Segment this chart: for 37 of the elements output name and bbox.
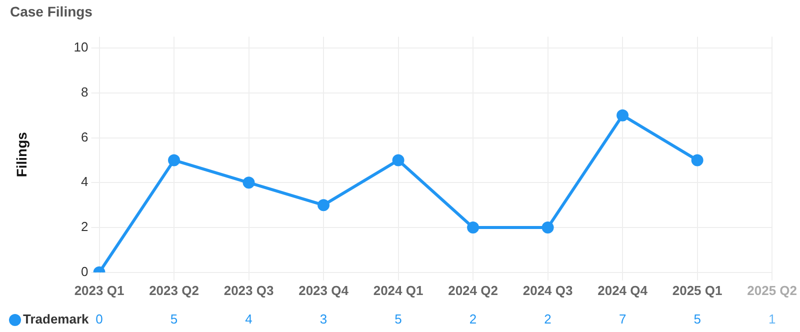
data-label: 2 [469,312,477,327]
x-tick-label: 2023 Q1 [74,282,124,298]
text: 1 [768,312,776,327]
y-tick-label: 8 [81,84,88,100]
data-label: 4 [245,312,252,327]
x-tick-label: 2024 Q4 [598,282,648,298]
data-label: 3 [320,312,328,327]
y-tick-label: 6 [81,129,88,144]
legend-label: Trademark [23,312,90,327]
y-tick-label: 2 [81,219,88,234]
y-tick-label: 0 [81,264,88,279]
y-tick-label: 10 [74,40,88,55]
point [616,109,629,122]
point [168,154,180,166]
x-tick-label: 2025 Q2 [747,282,797,298]
x-tick-label: 2024 Q2 [448,282,498,298]
point [691,154,704,166]
data-label: 5 [694,312,701,327]
data-label: 5 [394,312,402,327]
y-axis-title: Filings [13,132,30,178]
data-label: 2 [544,312,552,327]
x-tick-label: 2023 Q3 [224,282,274,298]
x-tick-label: 2024 Q3 [522,282,573,298]
x-tick-label: 2024 Q1 [373,282,424,298]
x-tick-label: 2025 Q1 [672,282,722,298]
point [542,222,554,234]
data-label: 5 [170,312,178,327]
x-tick-label: 2023 Q2 [149,282,199,298]
point [318,199,330,212]
point [242,176,255,189]
chart-title: Case Filings [10,3,93,20]
data-label: 0 [96,312,103,327]
point [392,154,404,166]
x-tick-label: 2023 Q4 [298,282,350,298]
data-label: 7 [618,312,626,327]
y-tick-label: 4 [81,174,88,190]
point [467,222,480,234]
